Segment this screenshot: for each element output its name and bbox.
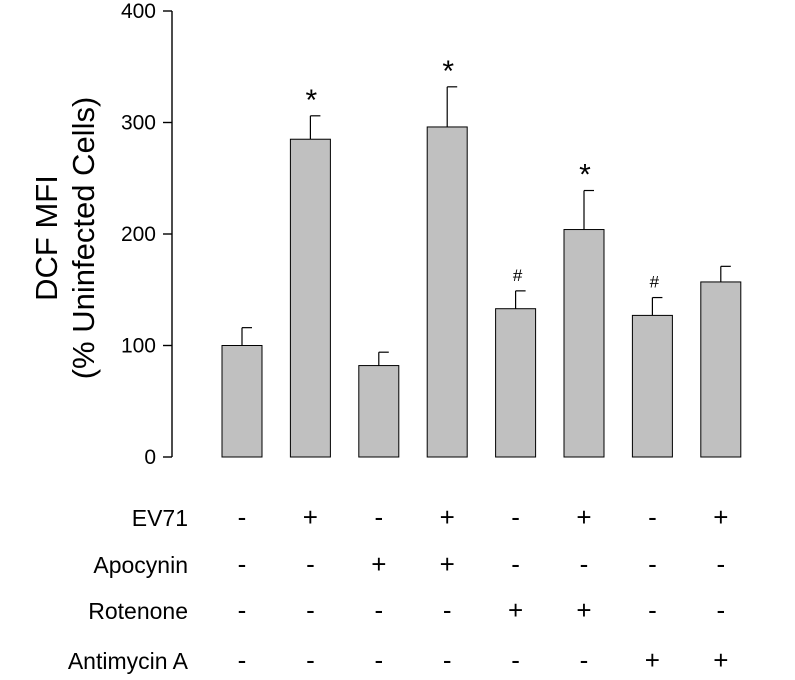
bar — [289, 138, 331, 458]
treatment-sign: + — [713, 502, 728, 532]
y-axis-label-line2: (% Uninfected Cells) — [66, 97, 101, 380]
treatment-sign: - — [511, 502, 520, 532]
treatment-sign: - — [580, 549, 589, 579]
treatment-sign: - — [648, 549, 657, 579]
treatment-sign: + — [371, 549, 386, 579]
bar — [221, 345, 263, 458]
treatment-label: Rotenone — [88, 598, 188, 624]
treatment-table: EV71 - + - + - + - + Apocynin - - + + - - - - Rotenone - - - -… — [68, 502, 729, 675]
treatment-label: Antimycin A — [68, 648, 189, 674]
treatment-sign: - — [238, 595, 247, 625]
significance-marker: * — [442, 55, 454, 88]
treatment-sign: + — [576, 595, 591, 625]
treatment-sign: - — [648, 595, 657, 625]
treatment-sign: - — [238, 502, 247, 532]
bar — [426, 126, 468, 458]
significance-marker: * — [579, 159, 591, 192]
bar — [495, 308, 537, 458]
y-axis-label-line1: DCF MFI — [29, 175, 64, 301]
bar — [563, 229, 605, 458]
treatment-sign: - — [238, 549, 247, 579]
y-tick-label: 400 — [121, 0, 156, 23]
treatment-sign: - — [580, 645, 589, 675]
treatment-sign: + — [440, 549, 455, 579]
significance-marker: # — [650, 273, 660, 292]
bar — [358, 365, 400, 458]
significance-marker: * — [306, 84, 318, 117]
treatment-sign: - — [716, 595, 725, 625]
y-tick-label: 100 — [121, 335, 156, 358]
treatment-sign: - — [374, 595, 383, 625]
treatment-sign: - — [306, 549, 315, 579]
treatment-sign: - — [374, 502, 383, 532]
bar — [631, 314, 673, 458]
treatment-sign: + — [440, 502, 455, 532]
treatment-sign: - — [511, 645, 520, 675]
y-axis: 0 100 200 300 400 — [121, 0, 173, 469]
y-tick-label: 200 — [121, 223, 156, 246]
y-axis-label: DCF MFI (% Uninfected Cells) — [29, 97, 101, 380]
significance-marker: # — [513, 266, 523, 285]
treatment-sign: - — [648, 502, 657, 532]
y-tick-label: 0 — [144, 446, 156, 469]
treatment-sign: - — [374, 645, 383, 675]
treatment-sign: - — [443, 645, 452, 675]
treatment-sign: + — [576, 502, 591, 532]
y-tick-label: 300 — [121, 112, 156, 135]
treatment-sign: + — [713, 645, 728, 675]
treatment-sign: + — [508, 595, 523, 625]
treatment-label: EV71 — [132, 505, 188, 531]
treatment-sign: - — [238, 645, 247, 675]
treatment-sign: - — [716, 549, 725, 579]
treatment-sign: - — [511, 549, 520, 579]
treatment-sign: - — [443, 595, 452, 625]
treatment-sign: + — [645, 645, 660, 675]
treatment-sign: - — [306, 645, 315, 675]
treatment-label: Apocynin — [93, 552, 188, 578]
bar — [700, 281, 742, 458]
treatment-sign: - — [306, 595, 315, 625]
bars: * * # * # — [221, 55, 742, 458]
treatment-sign: + — [303, 502, 318, 532]
